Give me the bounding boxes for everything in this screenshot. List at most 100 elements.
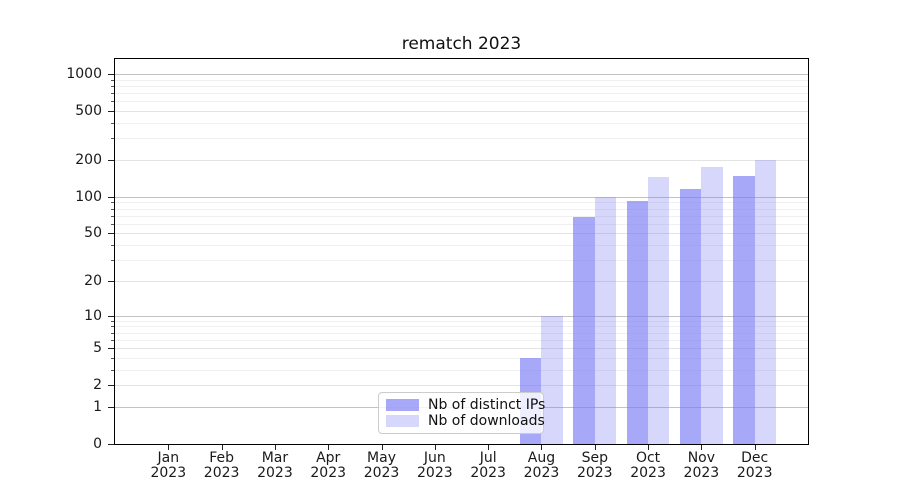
gridline-minor [115, 202, 808, 204]
x-tick-label-jun: Jun 2023 [403, 451, 467, 481]
y-tick-mark-minor [111, 357, 114, 359]
y-tick-label: 20 [84, 272, 102, 289]
gridline-major [115, 196, 808, 198]
x-tick-label-nov: Nov 2023 [669, 451, 733, 481]
gridline-minor [115, 369, 808, 371]
x-tick-year: 2023 [576, 465, 613, 481]
bar-oct-ips [626, 201, 649, 444]
x-tick-month: Dec [741, 450, 769, 466]
y-tick-mark-minor [111, 202, 114, 204]
x-tick-label-jul: Jul 2023 [456, 451, 520, 481]
bar-nov-downloads [701, 167, 723, 444]
x-tick-month: Apr [316, 450, 341, 466]
y-tick-mark [108, 444, 114, 445]
gridline-minor [115, 339, 808, 341]
x-tick-year: 2023 [736, 465, 773, 481]
gridline [115, 280, 808, 282]
gridline [115, 233, 808, 235]
gridline-major [115, 315, 808, 317]
y-tick-mark [108, 280, 114, 282]
legend: Nb of distinct IPs Nb of downloads [378, 392, 545, 434]
y-tick-label: 5 [93, 340, 102, 357]
x-tick-mark [168, 445, 170, 450]
x-tick-year: 2023 [150, 465, 187, 481]
x-tick-month: Sep [581, 450, 608, 466]
x-tick-year: 2023 [683, 465, 720, 481]
x-tick-label-oct: Oct 2023 [616, 451, 680, 481]
y-tick-label: 1000 [66, 66, 102, 82]
gridline-minor [115, 101, 808, 103]
legend-swatch-distinct-ips-icon [386, 399, 419, 411]
x-tick-year: 2023 [470, 465, 506, 481]
bar-dec-ips [733, 176, 755, 444]
x-tick-mark [434, 445, 436, 450]
x-tick-month: May [367, 450, 396, 466]
x-tick-mark [221, 445, 223, 450]
y-tick-label: 1 [93, 398, 102, 415]
x-tick-month: Feb [209, 450, 234, 466]
y-tick-mark [108, 196, 114, 198]
bar-nov-ips [679, 189, 702, 444]
gridline-minor [115, 122, 808, 124]
legend-item-distinct-ips: Nb of distinct IPs [386, 397, 545, 413]
y-tick-label: 0 [93, 436, 102, 452]
gridline [115, 159, 808, 161]
bar-aug-downloads [541, 315, 563, 444]
y-tick-mark [108, 159, 114, 161]
x-tick-year: 2023 [417, 465, 453, 481]
x-tick-year: 2023 [310, 465, 347, 481]
y-tick-label: 50 [84, 225, 102, 242]
y-tick-mark [108, 233, 114, 235]
y-tick-mark-minor [111, 326, 114, 328]
plot-area [114, 58, 809, 445]
y-tick-label: 200 [75, 151, 102, 168]
y-tick-mark-minor [111, 208, 114, 210]
bar-dec-downloads [754, 159, 777, 444]
y-tick-label: 100 [75, 188, 102, 205]
x-tick-label-may: May 2023 [350, 451, 414, 481]
x-tick-month: Aug [527, 450, 556, 466]
legend-swatch-downloads-icon [386, 415, 419, 427]
y-tick-mark-minor [111, 85, 114, 87]
y-tick-mark-minor [111, 101, 114, 103]
x-tick-mark [648, 445, 650, 450]
y-tick-mark-minor [111, 93, 114, 95]
gridline [115, 111, 808, 113]
x-tick-year: 2023 [630, 465, 666, 481]
legend-label-downloads: Nb of downloads [428, 413, 545, 429]
bar-sep-downloads [594, 196, 617, 444]
x-tick-label-sep: Sep 2023 [563, 451, 627, 481]
gridline-minor [115, 357, 808, 359]
x-tick-mark [274, 445, 276, 450]
legend-label-distinct-ips: Nb of distinct IPs [428, 397, 546, 413]
gridline-major [115, 74, 808, 75]
y-tick-mark-minor [111, 369, 114, 371]
x-tick-label-jan: Jan 2023 [136, 451, 200, 481]
y-tick-label: 10 [84, 307, 102, 324]
x-tick-month: Mar [261, 450, 289, 466]
bar-oct-downloads [648, 177, 670, 444]
x-tick-mark [594, 445, 596, 450]
x-tick-label-dec: Dec 2023 [723, 451, 787, 481]
gridline-minor [115, 79, 808, 81]
y-tick-mark-minor [111, 320, 114, 322]
x-tick-year: 2023 [363, 465, 400, 481]
gridline-minor [115, 260, 808, 262]
x-tick-month: Jun [423, 450, 446, 466]
x-tick-mark [701, 445, 703, 450]
gridline-minor [115, 138, 808, 140]
y-tick-mark [108, 74, 114, 75]
x-tick-mark [381, 445, 383, 450]
y-tick-mark-minor [111, 138, 114, 140]
y-tick-mark [108, 111, 114, 113]
gridline-minor [115, 93, 808, 95]
gridline [115, 348, 808, 350]
y-tick-mark-minor [111, 332, 114, 334]
gridline-minor [115, 320, 808, 322]
y-tick-mark-minor [111, 245, 114, 247]
y-tick-label: 500 [75, 103, 102, 120]
y-tick-mark-minor [111, 122, 114, 124]
gridline-minor [115, 215, 808, 217]
gridline-minor [115, 245, 808, 247]
